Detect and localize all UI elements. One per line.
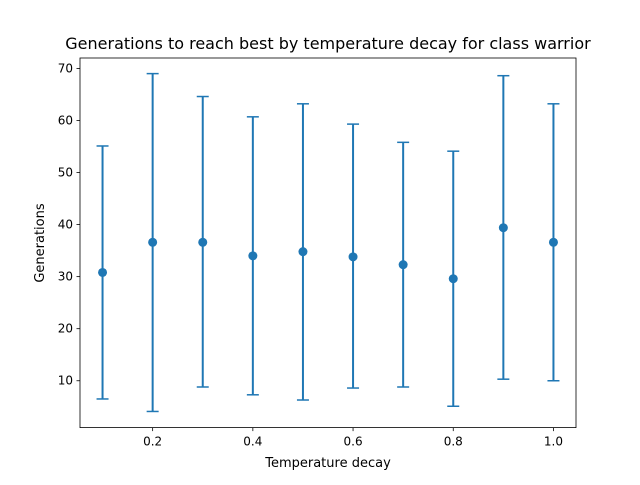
x-tick-label: 0.2 (143, 435, 162, 449)
y-axis: 10 20 30 40 50 60 70 (58, 61, 80, 388)
y-tick-label: 70 (58, 61, 73, 75)
data-point (448, 274, 458, 284)
data-point (398, 260, 408, 270)
data-point (298, 247, 308, 257)
x-tick-label: 0.6 (344, 435, 363, 449)
y-tick-label: 30 (58, 270, 73, 284)
plot-frame (79, 57, 577, 429)
x-axis-label: Temperature decay (264, 456, 391, 471)
y-tick-label: 40 (58, 218, 73, 232)
data-point (498, 223, 508, 233)
y-tick-label: 10 (58, 374, 73, 388)
data-point (348, 252, 358, 262)
data-point (148, 237, 158, 247)
data-point (198, 237, 208, 247)
data-point (98, 267, 108, 277)
y-tick-label: 20 (58, 322, 73, 336)
y-tick-label: 50 (58, 166, 73, 180)
x-tick-label: 0.8 (444, 435, 463, 449)
chart-title: Generations to reach best by temperature… (65, 34, 591, 53)
x-tick-label: 0.4 (243, 435, 262, 449)
data-point (548, 237, 558, 247)
x-axis: 0.2 0.4 0.6 0.8 1.0 (143, 427, 563, 449)
plot-content (96, 72, 560, 413)
y-axis-label: Generations (33, 203, 48, 283)
x-tick-label: 1.0 (544, 435, 563, 449)
y-tick-label: 60 (58, 113, 73, 127)
data-point (248, 251, 258, 261)
